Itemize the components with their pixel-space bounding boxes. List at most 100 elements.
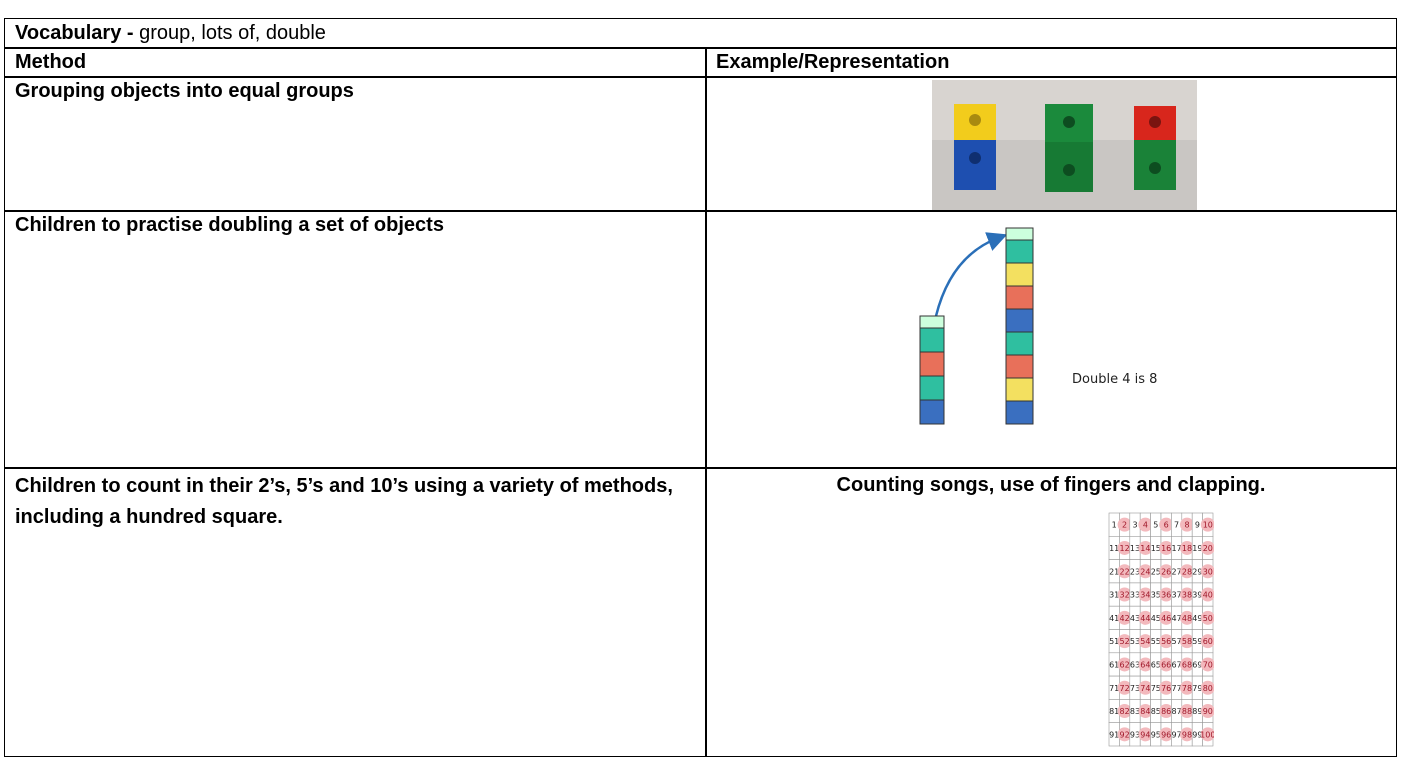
highlight [1159,634,1174,649]
square-number: 3 [1132,521,1137,530]
highlight [1117,704,1132,719]
square-number: 18 [1182,544,1192,553]
square-number: 81 [1109,707,1119,716]
highlight [1180,517,1194,532]
square-number: 56 [1161,637,1171,646]
highlight [1200,564,1214,579]
square-number: 65 [1151,660,1161,669]
square-number: 64 [1140,660,1150,669]
method-cell: Grouping objects into equal groups [4,76,707,212]
square-number: 71 [1109,684,1119,693]
square-number: 63 [1130,660,1140,669]
highlight [1138,540,1153,555]
highlight [1200,610,1214,625]
highlight [1117,680,1132,695]
square-number: 37 [1172,591,1182,600]
doubling-caption: Double 4 is 8 [1072,372,1157,387]
vocabulary-label: Vocabulary - [15,22,134,44]
square-number: 8 [1184,521,1189,530]
square-number: 12 [1120,544,1130,553]
square-number: 33 [1130,591,1140,600]
square-number: 34 [1140,591,1150,600]
highlight [1159,517,1174,532]
highlight [1117,610,1132,625]
square-number: 48 [1182,614,1192,623]
header-method: Method [4,47,707,78]
square-number: 74 [1140,684,1150,693]
square-number: 25 [1151,567,1161,576]
highlight [1138,610,1153,625]
header-example: Example/Representation [705,47,1397,78]
highlight [1180,634,1194,649]
cubes-photo [932,80,1197,210]
highlight [1159,680,1174,695]
square-number: 20 [1203,544,1213,553]
highlight [1138,587,1153,602]
vocabulary-text: group, lots of, double [139,22,326,44]
square-number: 26 [1161,567,1171,576]
method-cell: Children to practise doubling a set of o… [4,210,707,469]
example-cell: Double 4 is 8 [705,210,1397,469]
highlight [1159,657,1174,672]
square-number: 44 [1140,614,1150,623]
square-number: 14 [1140,544,1150,553]
highlight [1159,727,1174,742]
square-number: 21 [1109,567,1119,576]
square-number: 52 [1120,637,1130,646]
doubling-diagram: Double 4 is 8 [919,227,1157,425]
highlight [1159,540,1174,555]
square-number: 84 [1140,707,1150,716]
square-number: 93 [1130,730,1140,739]
highlight [1200,657,1214,672]
square-number: 70 [1203,660,1213,669]
square-number: 43 [1130,614,1140,623]
square-number: 23 [1130,567,1140,576]
square-number: 32 [1120,591,1130,600]
example-text: Counting songs, use of fingers and clapp… [836,474,1266,496]
square-number: 66 [1161,660,1171,669]
square-number: 9 [1195,521,1200,530]
square-number: 51 [1109,637,1119,646]
square-number: 36 [1161,591,1171,600]
highlight [1138,634,1153,649]
square-number: 27 [1172,567,1182,576]
square-number: 53 [1130,637,1140,646]
highlight [1180,564,1194,579]
square-number: 2 [1122,521,1127,530]
square-number: 7 [1174,521,1179,530]
highlight [1200,634,1214,649]
square-number: 28 [1182,567,1192,576]
square-number: 42 [1120,614,1130,623]
highlight [1117,727,1132,742]
highlight [1180,657,1194,672]
highlight [1117,564,1132,579]
square-number: 79 [1192,684,1202,693]
vocabulary-row: Vocabulary - group, lots of, double [4,18,1397,49]
square-number: 82 [1120,707,1130,716]
square-number: 17 [1172,544,1182,553]
square-number: 87 [1172,707,1182,716]
highlight [1138,680,1153,695]
square-number: 86 [1161,707,1171,716]
square-number: 4 [1143,521,1148,530]
highlight [1180,540,1194,555]
highlight [1200,680,1214,695]
square-number: 62 [1120,660,1130,669]
highlight [1117,540,1132,555]
highlight [1117,587,1132,602]
highlight [1138,657,1153,672]
square-number: 99 [1192,730,1202,739]
highlight [1200,540,1214,555]
square-number: 89 [1192,707,1202,716]
square-number: 54 [1140,637,1150,646]
square-number: 72 [1120,684,1130,693]
square-number: 39 [1192,591,1202,600]
square-number: 80 [1203,684,1213,693]
square-number: 90 [1203,707,1213,716]
square-number: 78 [1182,684,1192,693]
highlight [1159,587,1174,602]
highlight [1180,610,1194,625]
square-number: 95 [1151,730,1161,739]
highlight [1200,517,1214,532]
